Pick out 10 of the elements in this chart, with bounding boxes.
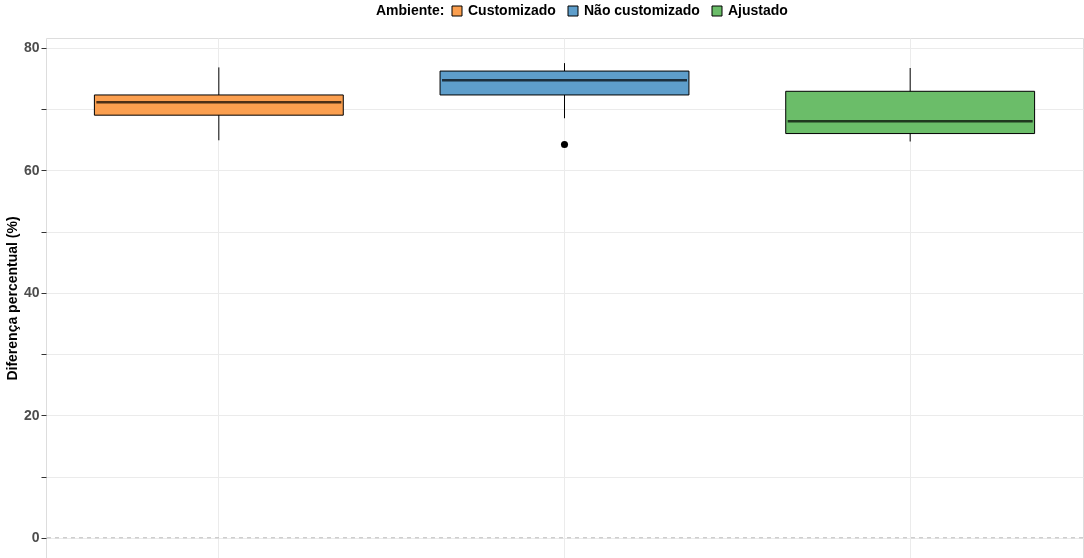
legend-title: Ambiente:	[376, 2, 445, 18]
y-tick-label: 60	[23, 161, 40, 178]
y-tick-label: 20	[23, 406, 40, 423]
legend-label: Customizado	[468, 2, 556, 18]
y-tick-label: 0	[31, 529, 40, 546]
y-axis-title: Diferença percentual (%)	[3, 216, 20, 381]
y-tick-label: 40	[23, 284, 40, 301]
legend-label: Não customizado	[584, 2, 700, 18]
legend-label: Ajustado	[728, 2, 788, 18]
y-tick-label: 80	[23, 39, 40, 56]
